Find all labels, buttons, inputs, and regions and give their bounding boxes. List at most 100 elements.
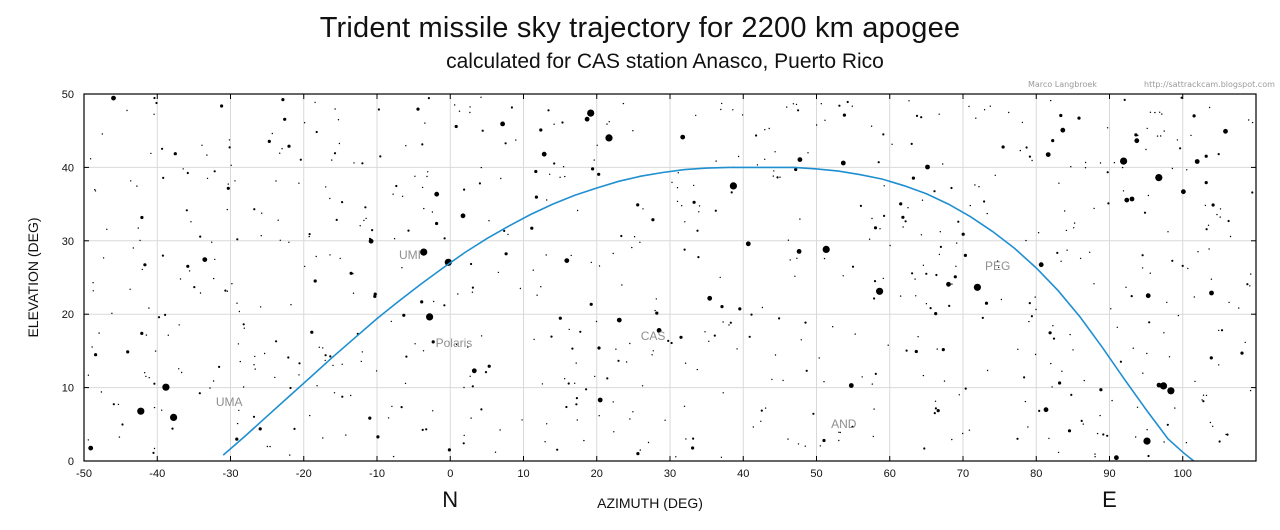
star bbox=[387, 417, 390, 419]
star bbox=[161, 147, 164, 150]
star bbox=[901, 215, 905, 219]
star bbox=[786, 106, 788, 108]
star bbox=[851, 265, 855, 268]
star bbox=[161, 409, 163, 411]
star bbox=[1060, 260, 1062, 262]
star bbox=[1193, 296, 1196, 298]
star bbox=[879, 228, 881, 230]
star bbox=[1070, 166, 1072, 168]
star bbox=[1225, 433, 1227, 436]
star bbox=[1107, 202, 1110, 205]
star bbox=[597, 172, 601, 176]
star bbox=[266, 445, 269, 448]
star bbox=[267, 139, 271, 143]
star bbox=[178, 324, 180, 326]
star bbox=[1240, 351, 1244, 355]
star bbox=[1212, 425, 1214, 427]
star bbox=[679, 335, 683, 339]
star bbox=[968, 429, 971, 431]
star bbox=[946, 281, 951, 287]
star bbox=[598, 415, 600, 417]
star bbox=[1064, 210, 1066, 212]
star bbox=[126, 109, 128, 112]
star bbox=[458, 110, 461, 112]
star bbox=[157, 316, 161, 319]
star bbox=[934, 312, 938, 316]
star bbox=[463, 386, 465, 389]
star bbox=[288, 241, 290, 243]
star bbox=[213, 170, 216, 173]
star bbox=[1099, 388, 1103, 392]
star bbox=[975, 117, 977, 119]
star bbox=[871, 217, 873, 220]
constellation-labels: UMI Polaris UMA CAS AND PEG bbox=[216, 248, 1010, 431]
star bbox=[1209, 290, 1214, 296]
star bbox=[480, 335, 483, 337]
star bbox=[984, 301, 989, 305]
x-tick-label: -20 bbox=[296, 468, 312, 480]
star bbox=[925, 272, 928, 275]
star bbox=[87, 374, 90, 376]
star bbox=[345, 434, 347, 436]
star bbox=[1069, 333, 1071, 336]
star bbox=[670, 341, 673, 345]
star bbox=[981, 316, 984, 319]
star bbox=[671, 181, 673, 184]
star bbox=[546, 199, 548, 201]
star bbox=[469, 111, 471, 114]
star bbox=[541, 151, 547, 157]
star bbox=[161, 254, 164, 257]
star bbox=[443, 237, 446, 240]
star bbox=[676, 187, 679, 189]
star bbox=[989, 105, 991, 107]
star bbox=[597, 346, 601, 350]
star bbox=[186, 264, 190, 268]
star bbox=[545, 254, 547, 256]
star bbox=[820, 103, 822, 105]
star bbox=[1218, 440, 1221, 443]
x-tick-label: 0 bbox=[447, 468, 453, 480]
star bbox=[1194, 159, 1200, 164]
star bbox=[469, 375, 471, 377]
star bbox=[1065, 229, 1068, 232]
star bbox=[435, 221, 439, 226]
star bbox=[1048, 331, 1052, 335]
star bbox=[481, 129, 484, 132]
star bbox=[768, 127, 770, 130]
star bbox=[633, 236, 636, 238]
star bbox=[98, 332, 100, 334]
star bbox=[629, 342, 631, 345]
star bbox=[118, 436, 121, 438]
star bbox=[564, 175, 566, 178]
star bbox=[334, 108, 336, 110]
star bbox=[1096, 432, 1099, 435]
star bbox=[656, 328, 662, 333]
x-tick-label: 80 bbox=[1030, 468, 1042, 480]
star bbox=[962, 432, 964, 435]
star bbox=[271, 132, 273, 135]
star bbox=[421, 428, 424, 431]
star bbox=[235, 437, 239, 441]
star bbox=[87, 439, 90, 441]
star bbox=[308, 233, 311, 236]
star bbox=[1034, 353, 1037, 356]
star bbox=[832, 326, 834, 328]
star bbox=[1163, 441, 1165, 443]
star bbox=[1099, 162, 1102, 164]
star bbox=[683, 248, 686, 251]
star bbox=[815, 124, 818, 126]
star bbox=[145, 334, 148, 336]
star bbox=[530, 226, 534, 230]
star bbox=[1051, 386, 1053, 388]
star bbox=[533, 338, 535, 341]
star bbox=[549, 173, 551, 175]
star bbox=[561, 121, 564, 124]
x-tick-label: -10 bbox=[369, 468, 385, 480]
star bbox=[1099, 414, 1101, 417]
star bbox=[647, 441, 650, 444]
star bbox=[379, 155, 382, 158]
star bbox=[536, 294, 538, 296]
star bbox=[202, 257, 208, 262]
star bbox=[1093, 283, 1095, 285]
star bbox=[94, 189, 96, 191]
